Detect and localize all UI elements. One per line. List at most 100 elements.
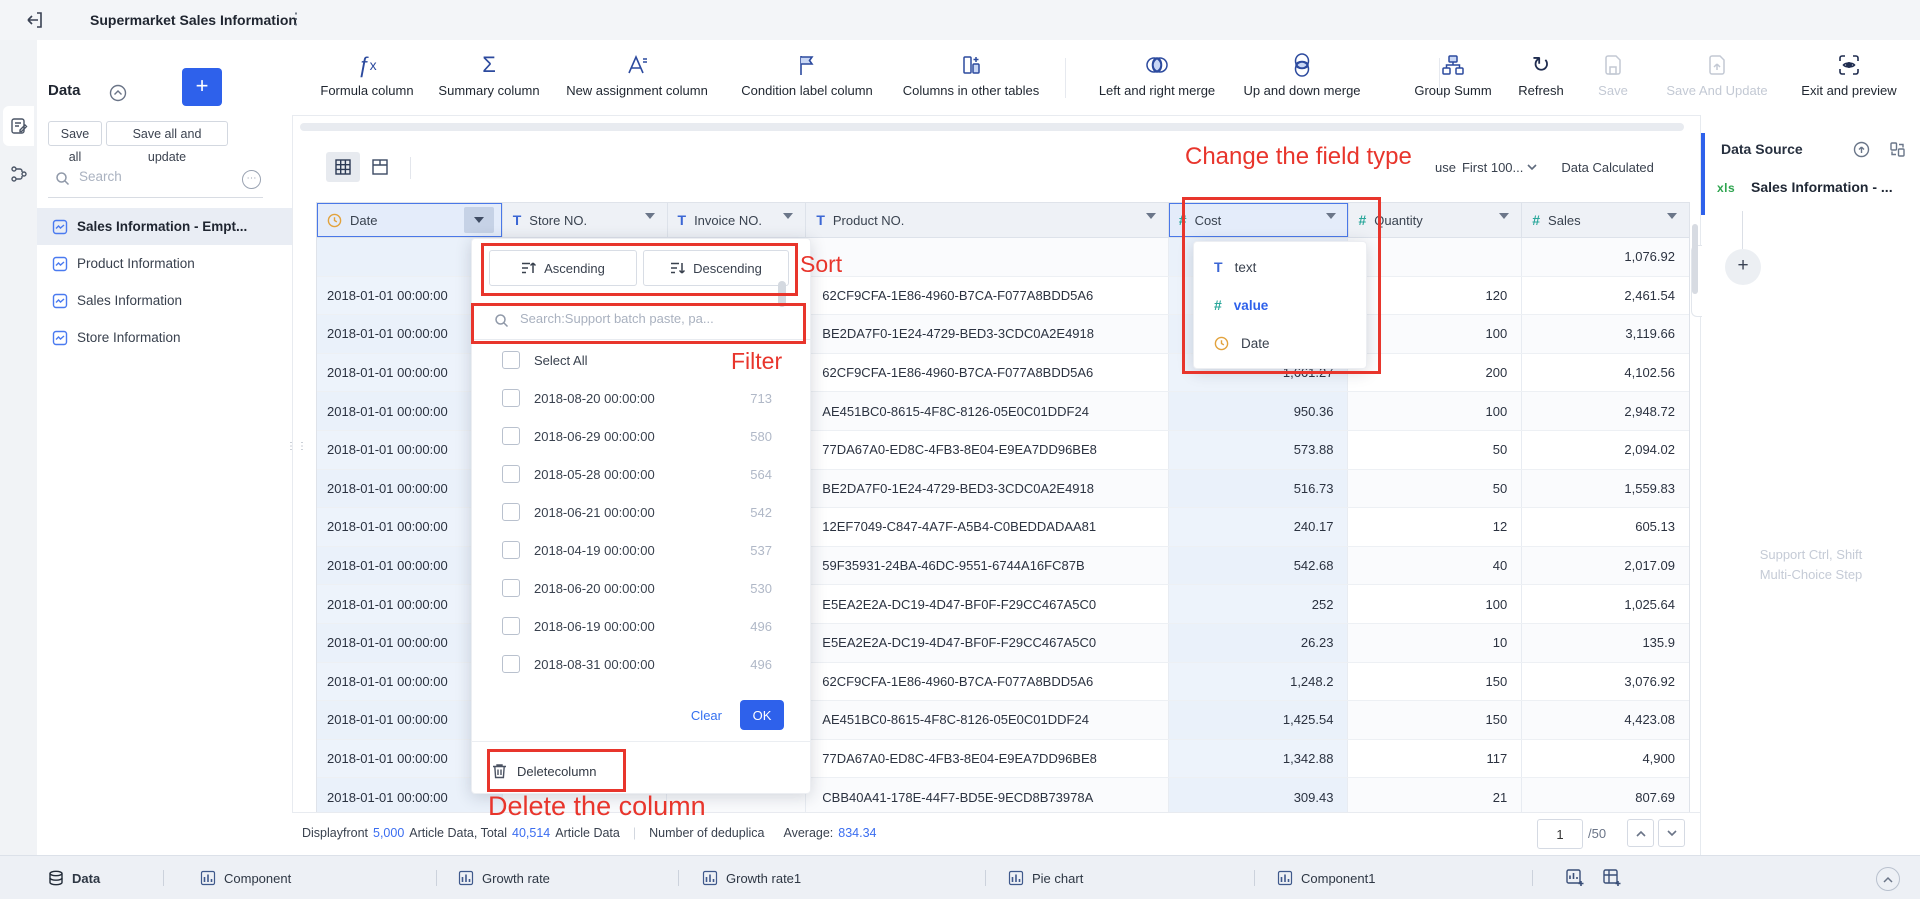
cell-quantity[interactable]: 200 [1348,353,1523,392]
checkbox[interactable] [502,579,520,597]
toolbar-group-summary[interactable]: Group Summ [1378,50,1528,98]
save-all-and-update-button[interactable]: Save all and update [106,121,228,164]
cell-product-no[interactable] [806,238,1169,276]
header-dropdown-icon[interactable] [1499,213,1513,227]
add-dataset-button[interactable]: + [182,68,222,106]
field-type-text[interactable]: T text [1214,259,1257,275]
collapse-tab-bar-icon[interactable] [1876,867,1900,891]
filter-value-item[interactable]: 2018-06-19 00:00:00 496 [472,607,812,645]
cell-quantity[interactable]: 117 [1348,739,1523,778]
cell-cost[interactable]: 26.23 [1168,623,1349,662]
column-header-product-no[interactable]: T Product NO. [806,203,1169,237]
header-dropdown-icon[interactable] [1667,213,1681,227]
cell-quantity[interactable]: 100 [1348,585,1523,623]
cell-quantity[interactable]: 50 [1348,469,1523,508]
column-header-quantity[interactable]: # Quantity [1349,203,1523,237]
checkbox[interactable] [502,541,520,559]
cell-store-no[interactable] [503,778,668,816]
cell-product-no[interactable]: BE2DA7F0-1E24-4729-BED3-3CDC0A2E4918 [806,469,1169,508]
cell-product-no[interactable]: 12EF7049-C847-4A7F-A5B4-C0BEDDADAA81 [806,508,1169,546]
relations-icon[interactable] [10,165,28,183]
filter-list-scrollbar-thumb[interactable] [778,281,786,307]
add-table-icon[interactable] [1602,868,1622,888]
cell-quantity[interactable]: 40 [1348,546,1523,585]
horizontal-scrollbar[interactable] [300,123,1684,131]
cell-sales[interactable]: 2,094.02 [1624,442,1675,458]
cell-product-no[interactable]: 77DA67A0-ED8C-4FB3-8E04-E9EA7DD96BE8 [806,739,1169,778]
filter-value-item[interactable]: 2018-04-19 00:00:00 537 [472,531,812,569]
search-input[interactable] [77,168,231,185]
cell-product-no[interactable]: 62CF9CFA-1E86-4960-B7CA-F077A8BDD5A6 [806,662,1169,701]
record-view-toggle[interactable] [368,155,392,179]
save-all-button[interactable]: Save all [48,121,102,164]
cell-quantity[interactable]: 100 [1348,392,1523,430]
sidebar-item-sales-information[interactable]: Sales Information [37,282,292,319]
header-dropdown-icon[interactable] [1145,213,1160,227]
page-up-button[interactable] [1627,819,1654,847]
cell-sales[interactable]: 3,076.92 [1624,673,1675,689]
cell-product-no[interactable]: E5EA2E2A-DC19-4D47-BF0F-F29CC467A5C0 [806,585,1169,623]
cell-quantity[interactable]: 12 [1348,508,1523,546]
cell-sales[interactable]: 1,559.83 [1624,480,1675,496]
cell-quantity[interactable]: 50 [1348,430,1523,469]
add-step-button[interactable]: + [1725,249,1761,285]
cell-product-no[interactable]: E5EA2E2A-DC19-4D47-BF0F-F29CC467A5C0 [806,623,1169,662]
sort-ascending-button[interactable]: Ascending [489,250,637,286]
page-number-input[interactable] [1537,819,1583,849]
cell-cost[interactable]: 240.17 [1168,508,1349,546]
cell-product-no[interactable]: BE2DA7F0-1E24-4729-BED3-3CDC0A2E4918 [806,315,1169,353]
checkbox[interactable] [502,351,520,369]
cell-product-no[interactable]: 62CF9CFA-1E86-4960-B7CA-F077A8BDD5A6 [806,353,1169,392]
toolbar-condition-label-column[interactable]: Condition label column [732,50,882,98]
cell-sales[interactable]: 2,948.72 [1624,403,1675,419]
cell-sales[interactable]: 4,900 [1642,751,1675,767]
cell-sales[interactable]: 2,461.54 [1624,287,1675,303]
cell-quantity[interactable]: 150 [1348,701,1523,739]
checkbox[interactable] [502,465,520,483]
filter-value-item[interactable]: 2018-06-20 00:00:00 530 [472,569,812,607]
cell-quantity[interactable]: 120 [1348,276,1523,315]
cell-quantity[interactable]: 100 [1348,315,1523,353]
cell-product-no[interactable]: CBB40A41-178E-44F7-BD5E-9ECD8B73978A [806,778,1169,816]
checkbox[interactable] [502,503,520,521]
cell-product-no[interactable]: AE451BC0-8615-4F8C-8126-05E0C01DDF24 [806,701,1169,739]
field-type-value[interactable]: # value [1214,297,1269,313]
cell-quantity[interactable]: 21 [1348,778,1523,816]
toolbar-up-down-merge[interactable]: Up and down merge [1227,50,1377,98]
cell-cost[interactable]: 542.68 [1168,546,1349,585]
cell-product-no[interactable]: 59F35931-24BA-46DC-9551-6744A16FC87B [806,546,1169,585]
grid-view-toggle[interactable] [326,152,360,182]
cell-cost[interactable]: 573.88 [1168,430,1349,469]
cell-product-no[interactable]: 77DA67A0-ED8C-4FB3-8E04-E9EA7DD96BE8 [806,430,1169,469]
header-dropdown-icon[interactable] [644,213,659,227]
checkbox[interactable] [502,427,520,445]
sidebar-item-store-information[interactable]: Store Information [37,319,292,356]
row-limit-select[interactable]: First 100... [1462,160,1537,175]
cell-product-no[interactable]: AE451BC0-8615-4F8C-8126-05E0C01DDF24 [806,392,1169,430]
cell-product-no[interactable]: 62CF9CFA-1E86-4960-B7CA-F077A8BDD5A6 [806,276,1169,315]
cell-sales[interactable]: 4,102.56 [1624,365,1675,381]
cell-sales[interactable]: 1,025.64 [1624,596,1675,612]
sidebar-item-product-information[interactable]: Product Information [37,245,292,282]
column-header-date[interactable]: Date [317,203,503,237]
column-header-store-no[interactable]: T Store NO. [503,203,668,237]
cell-quantity[interactable]: 150 [1348,662,1523,701]
cell-cost[interactable]: 252 [1168,585,1349,623]
column-header-invoice-no[interactable]: T Invoice NO. [668,203,807,237]
toolbar-exit-and-preview[interactable]: Exit and preview [1774,50,1920,98]
filter-value-item[interactable]: 2018-08-20 00:00:00 713 [472,379,812,417]
toolbar-left-right-merge[interactable]: Left and right merge [1082,50,1232,98]
filter-value-item[interactable]: 2018-08-31 00:00:00 496 [472,645,812,683]
date-header-menu-button[interactable] [463,207,494,233]
tab-component[interactable]: Component [200,856,291,899]
cell-cost[interactable]: 309.43 [1168,778,1349,816]
update-icon[interactable] [1853,141,1870,158]
tab-pie-chart[interactable]: Pie chart [1008,856,1083,899]
toolbar-summary-column[interactable]: Σ Summary column [414,50,564,99]
collapse-panel-icon[interactable] [109,84,127,102]
search-options-icon[interactable]: ⋯ [242,170,261,189]
toolbar-new-assignment-column[interactable]: New assignment column [562,50,712,98]
cell-sales[interactable]: 605.13 [1635,519,1675,535]
cost-header-menu-button[interactable] [1325,213,1340,227]
tab-data[interactable]: Data [48,856,100,899]
